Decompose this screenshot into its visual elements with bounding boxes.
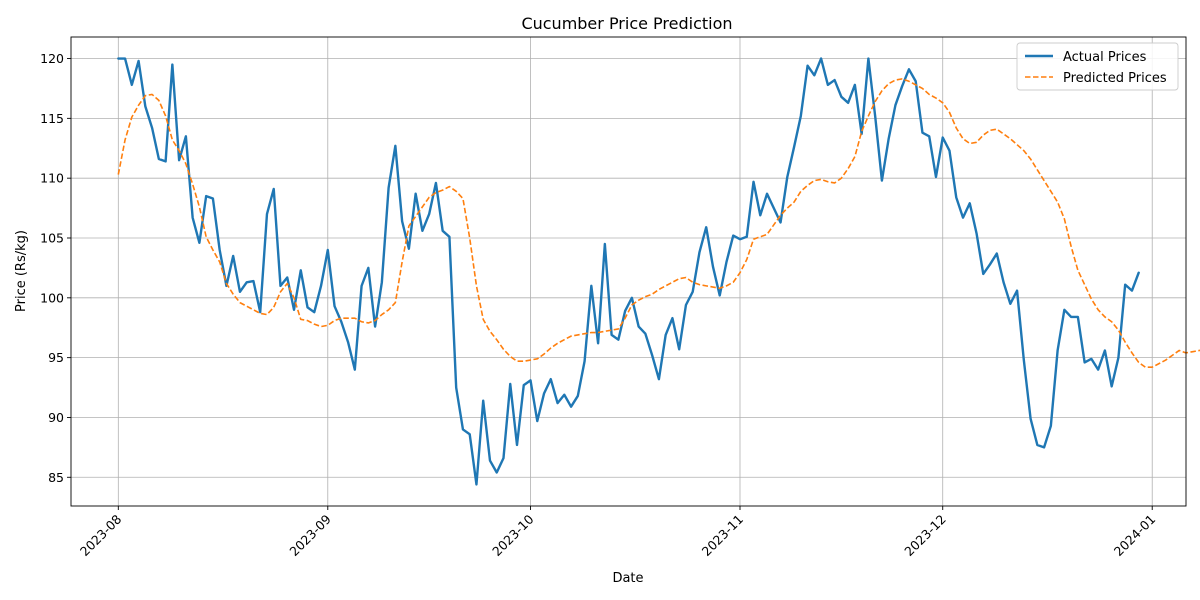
chart-title: Cucumber Price Prediction (521, 14, 732, 33)
y-tick-label: 105 (40, 231, 64, 246)
legend-label-actual: Actual Prices (1063, 50, 1147, 65)
y-tick-label: 110 (40, 171, 64, 186)
y-axis-label: Price (Rs/kg) (14, 230, 29, 312)
x-axis-label: Date (612, 571, 643, 586)
y-tick-label: 100 (40, 290, 64, 305)
legend-box (1016, 42, 1179, 91)
y-tick-label: 120 (40, 51, 64, 66)
y-tick-label: 85 (48, 470, 64, 485)
grid-lines (71, 37, 1186, 506)
y-axis-ticks: 85 90 95 100 105 110 115 120 (40, 51, 71, 485)
y-tick-label: 95 (48, 350, 64, 365)
predicted-prices-line (117, 78, 1200, 369)
plot-area-frame (70, 36, 1187, 507)
legend-label-predicted: Predicted Prices (1063, 71, 1167, 86)
y-tick-label: 115 (40, 111, 64, 126)
y-tick-label: 90 (48, 410, 64, 425)
actual-prices-line (117, 57, 1140, 486)
legend: Actual Prices Predicted Prices (1016, 42, 1179, 91)
series-layer (117, 57, 1200, 486)
